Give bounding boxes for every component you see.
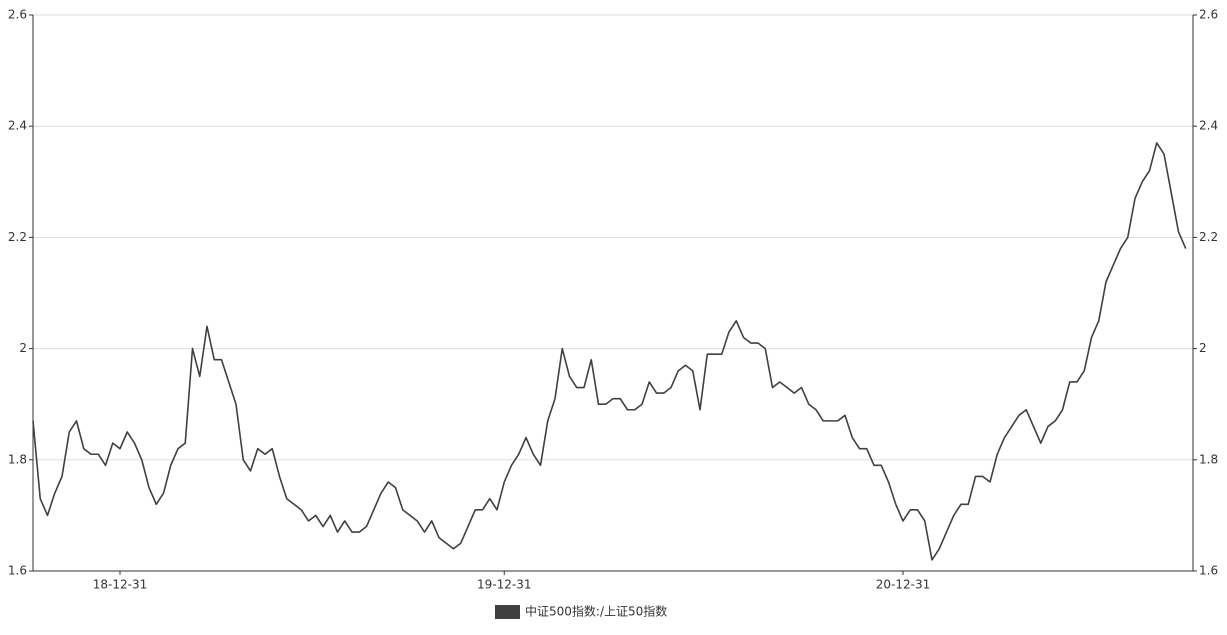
x-tick-label: 19-12-31 [477, 578, 531, 592]
y2-tick-label: 2.4 [1199, 119, 1218, 133]
y-tick-label: 2.2 [8, 230, 27, 244]
y-tick-label: 2 [19, 341, 27, 355]
y2-tick-label: 2 [1199, 341, 1207, 355]
y-tick-label: 1.6 [8, 564, 27, 578]
y2-tick-label: 1.6 [1199, 564, 1218, 578]
x-tick-label: 18-12-31 [93, 578, 147, 592]
y-tick-label: 2.6 [8, 8, 27, 22]
y2-tick-label: 2.2 [1199, 230, 1218, 244]
y2-tick-label: 1.8 [1199, 452, 1218, 466]
series-line [32, 142, 1187, 561]
y-tick-label: 2.4 [8, 119, 27, 133]
y-tick-label: 1.8 [8, 452, 27, 466]
y2-tick-label: 2.6 [1199, 8, 1218, 22]
legend-label: 中证500指数:/上证50指数 [525, 604, 667, 619]
legend-swatch [495, 605, 520, 619]
x-tick-label: 20-12-31 [876, 578, 930, 592]
